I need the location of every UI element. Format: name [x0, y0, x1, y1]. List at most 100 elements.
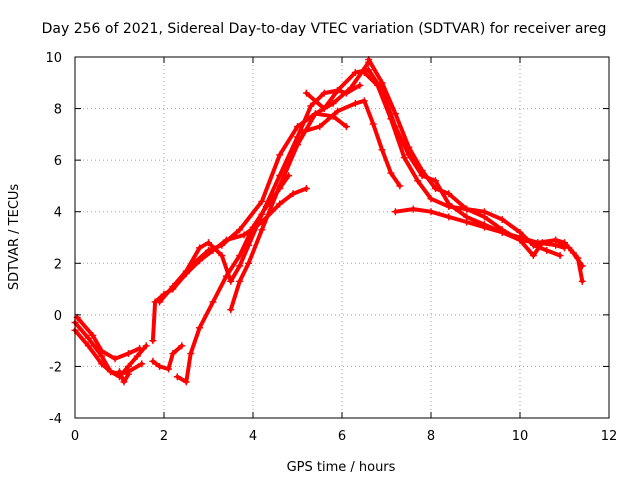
- data-point: [258, 226, 266, 234]
- data-point: [445, 200, 453, 208]
- chart-title: Day 256 of 2021, Sidereal Day-to-day VTE…: [42, 21, 607, 37]
- data-point: [578, 262, 586, 270]
- series-trace: [150, 343, 184, 371]
- data-point: [378, 79, 386, 87]
- x-tick-label: 12: [601, 429, 618, 444]
- data-point: [405, 143, 413, 151]
- data-point: [463, 205, 471, 213]
- data-point: [276, 151, 284, 159]
- data-point: [316, 123, 324, 131]
- data-point: [149, 357, 157, 365]
- y-tick-label: 10: [45, 51, 62, 66]
- series-trace-11: [298, 97, 404, 190]
- data-point: [463, 213, 471, 221]
- data-point: [445, 190, 453, 198]
- series-trace-4: [116, 368, 132, 386]
- series-trace: [75, 315, 142, 361]
- y-tick-label: 2: [54, 257, 62, 272]
- data-point: [360, 68, 368, 76]
- series-trace: [228, 60, 371, 312]
- data-point: [498, 215, 506, 223]
- data-point: [196, 324, 204, 332]
- data-point: [164, 365, 172, 373]
- y-axis-label: SDTVAR / TECUs: [7, 184, 22, 291]
- data-point: [205, 239, 212, 247]
- data-point: [578, 277, 586, 285]
- x-tick-label: 2: [160, 429, 168, 444]
- data-point: [245, 241, 253, 249]
- data-point: [236, 277, 244, 285]
- data-point: [480, 221, 488, 229]
- data-point: [329, 99, 337, 107]
- data-point: [351, 68, 359, 76]
- data-point: [427, 208, 435, 216]
- data-point: [431, 177, 439, 185]
- series-trace: [446, 202, 585, 268]
- data-point: [236, 226, 244, 234]
- data-point: [111, 355, 119, 363]
- data-point: [124, 370, 132, 378]
- data-point: [342, 123, 350, 131]
- data-point: [369, 120, 377, 128]
- data-point: [98, 360, 106, 368]
- data-point: [187, 350, 195, 358]
- data-point: [529, 252, 537, 260]
- data-point: [378, 146, 386, 154]
- data-point: [169, 282, 177, 290]
- data-point: [89, 331, 97, 339]
- data-point: [149, 337, 157, 345]
- data-point: [196, 244, 204, 252]
- data-point: [543, 246, 551, 254]
- x-tick-label: 0: [71, 429, 79, 444]
- data-point: [84, 342, 92, 350]
- y-tick-label: 6: [54, 154, 62, 169]
- data-point: [120, 378, 128, 386]
- data-point: [374, 81, 382, 89]
- data-point: [107, 368, 115, 376]
- axis-ticks: 0 2 4 6 8 10 12 -4 -2 0 2 4 6 8 10: [45, 51, 617, 444]
- data-point: [240, 231, 248, 239]
- series-trace-16: [445, 200, 586, 270]
- data-point: [320, 105, 328, 113]
- y-tick-label: -2: [49, 360, 62, 375]
- data-point: [84, 334, 92, 342]
- data-point: [387, 115, 395, 123]
- data-point: [347, 84, 355, 92]
- data-point: [276, 182, 284, 190]
- data-point: [169, 350, 177, 358]
- x-tick-label: 6: [338, 429, 346, 444]
- x-tick-label: 8: [427, 429, 435, 444]
- data-point: [320, 89, 328, 97]
- data-point: [227, 277, 235, 285]
- x-tick-label: 10: [512, 429, 529, 444]
- data-point: [258, 197, 266, 205]
- data-point: [356, 81, 364, 89]
- data-point: [209, 298, 217, 306]
- series-trace-3: [73, 313, 144, 363]
- data-point: [138, 360, 146, 368]
- data-point: [556, 252, 564, 260]
- data-point: [227, 306, 235, 314]
- data-point: [245, 259, 253, 267]
- data-point: [98, 347, 106, 355]
- data-point: [302, 89, 310, 97]
- data-point: [427, 195, 435, 203]
- data-point: [178, 342, 186, 350]
- data-point: [218, 252, 226, 260]
- data-point: [236, 262, 244, 270]
- data-point: [142, 342, 150, 350]
- data-point: [116, 368, 123, 376]
- data-point: [218, 241, 226, 249]
- data-point: [409, 205, 417, 213]
- data-point: [302, 185, 310, 193]
- data-point: [173, 373, 181, 381]
- data-point: [156, 298, 164, 306]
- data-point: [351, 99, 359, 107]
- data-point: [561, 239, 568, 247]
- data-point: [334, 107, 342, 115]
- data-point: [311, 110, 319, 118]
- data-point: [534, 239, 542, 247]
- data-point: [182, 378, 190, 386]
- data-point: [136, 344, 144, 352]
- data-point: [298, 128, 306, 136]
